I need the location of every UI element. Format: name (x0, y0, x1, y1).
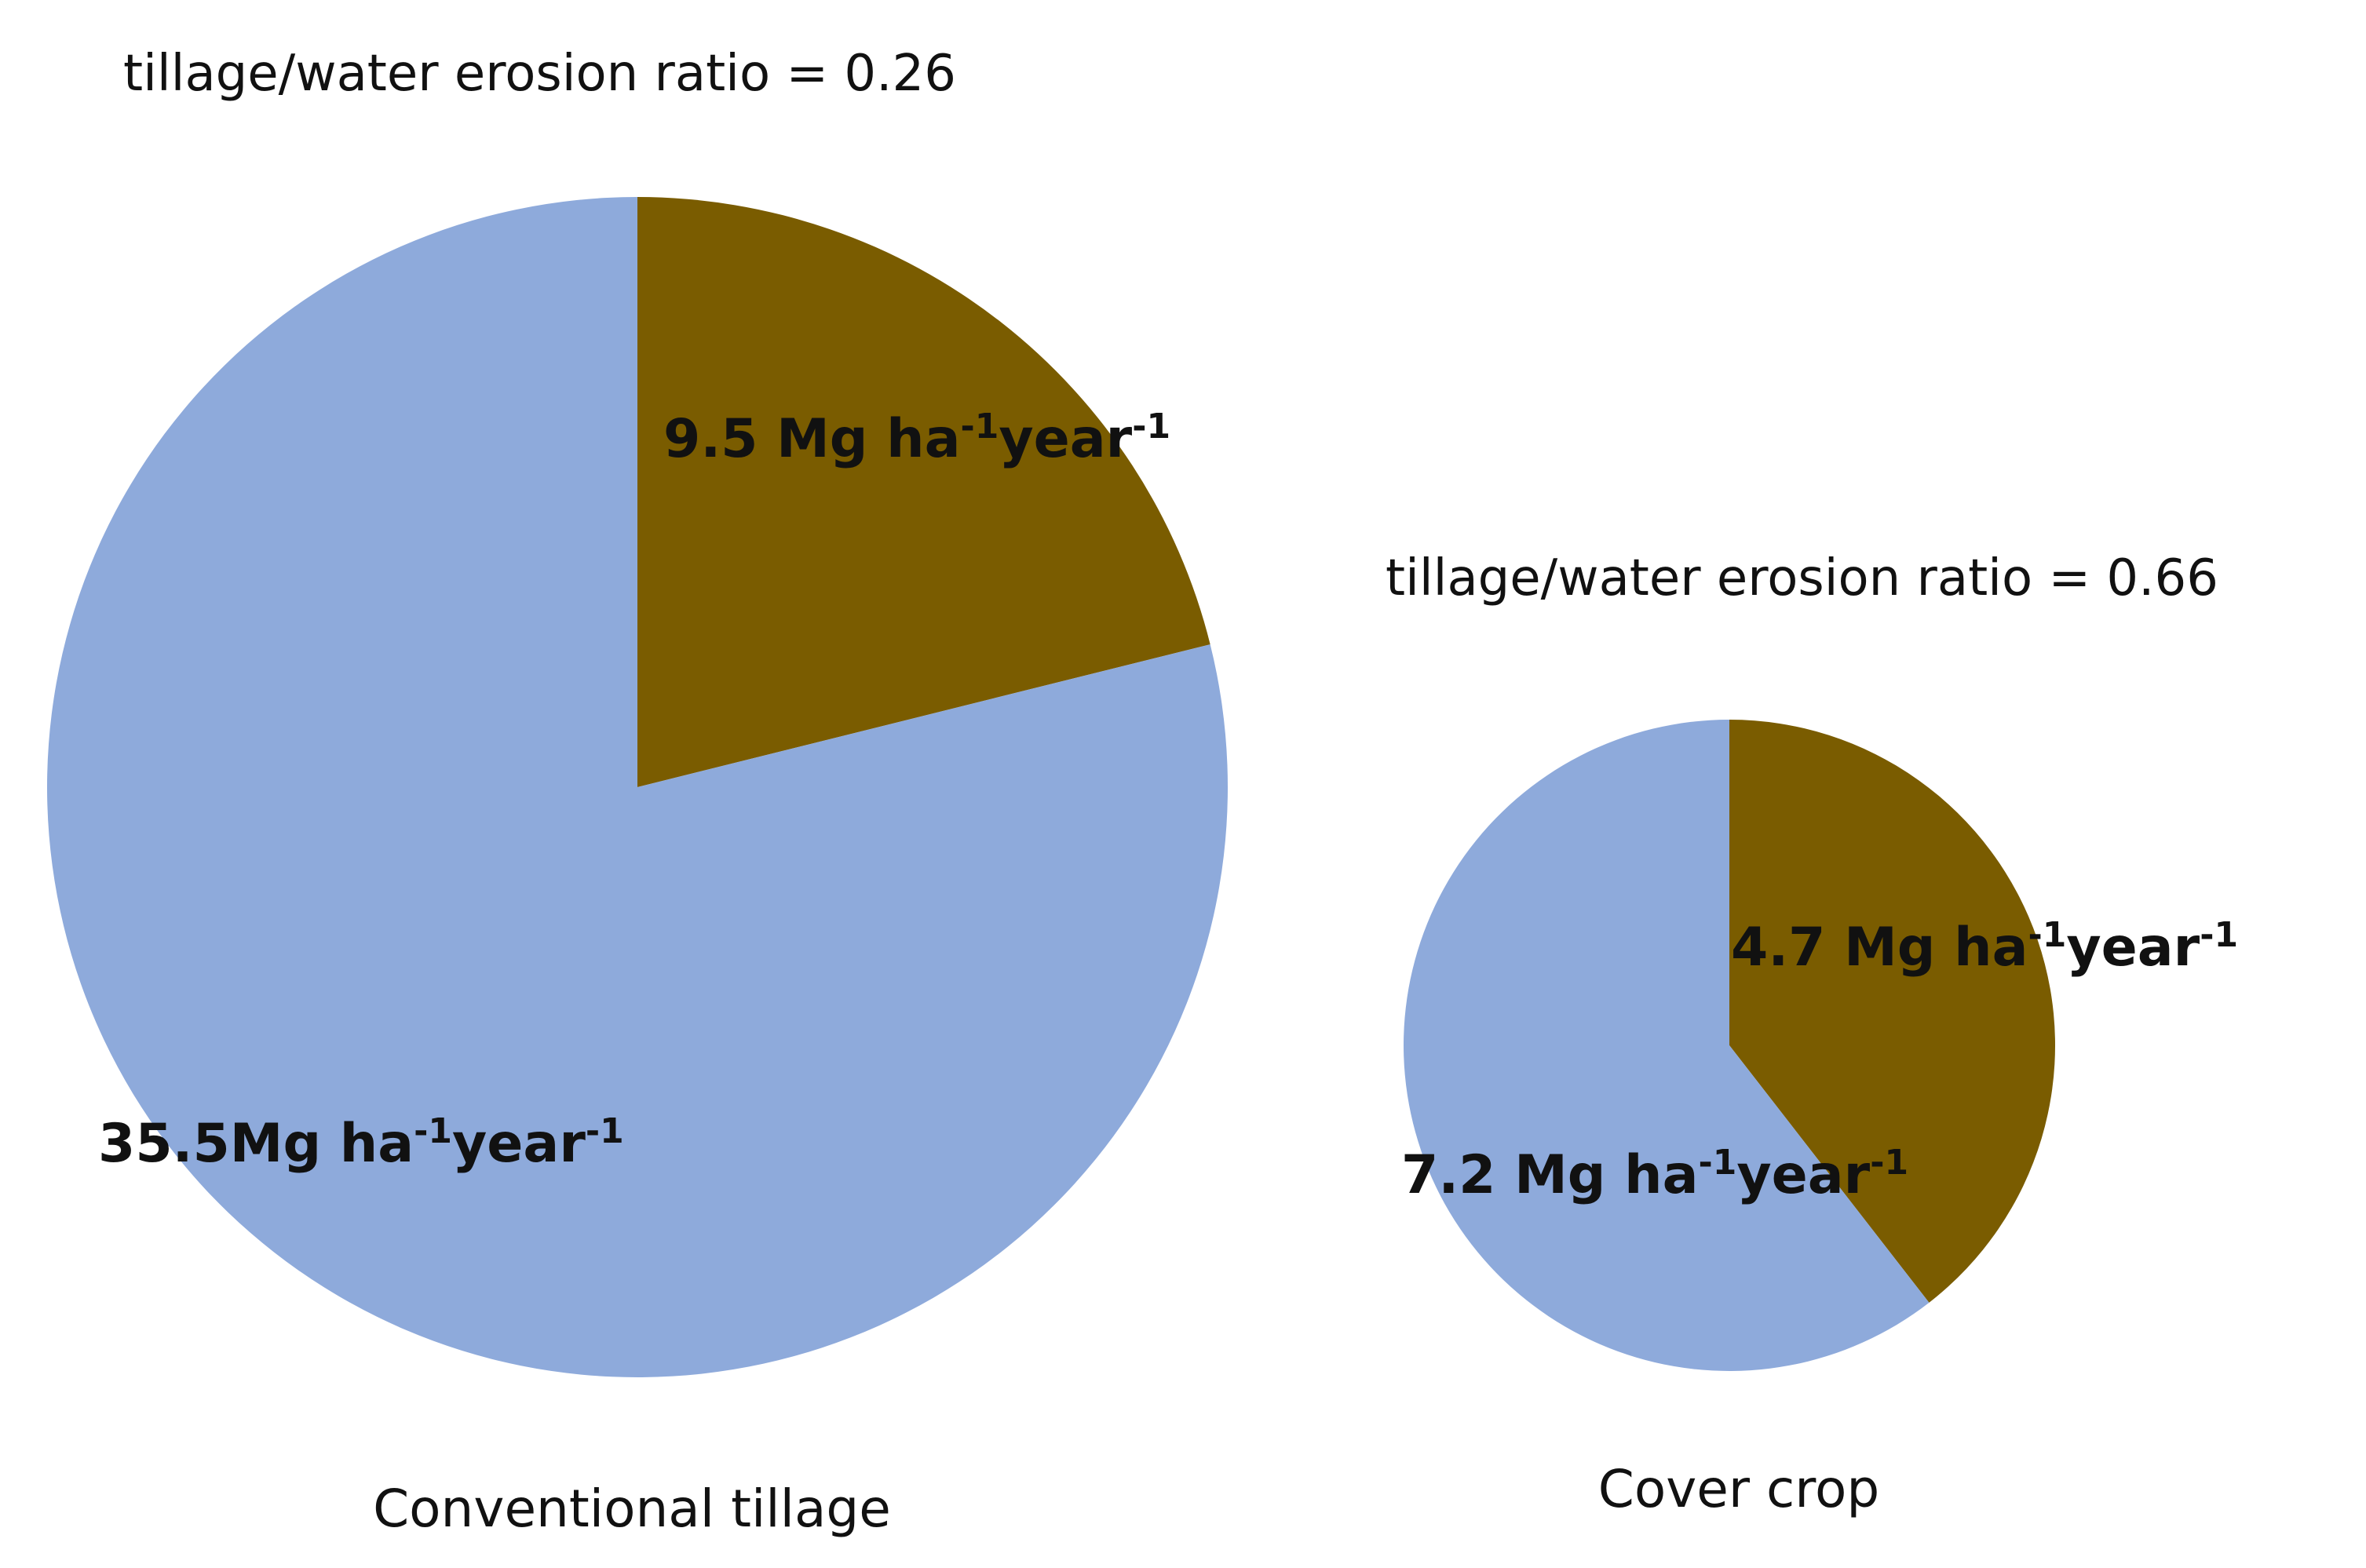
slice-unit-sup: -1 (2028, 915, 2066, 955)
slice-unit-sup: -1 (960, 407, 999, 447)
slice-unit-text: year (2066, 917, 2200, 979)
pie-slice-tillage-cover-crop (1729, 720, 2056, 1303)
pie-cover-crop: tillage/water erosion ratio = 0.66 4.7 M… (1386, 549, 2238, 1519)
slice-label-water-conventional: 35.5Mg ha-1year-1 (98, 1111, 624, 1175)
pie-title-conventional-tillage: tillage/water erosion ratio = 0.26 (123, 45, 956, 103)
pie-slices-cover-crop (1404, 720, 2056, 1371)
pie-title-cover-crop: tillage/water erosion ratio = 0.66 (1386, 549, 2218, 607)
slice-unit-sup: -1 (2200, 915, 2238, 955)
slice-unit-sup: -1 (1132, 407, 1170, 447)
slice-value-text: 35.5Mg ha (98, 1113, 414, 1175)
slice-unit-text: year (1736, 1144, 1870, 1206)
slice-value-text: 4.7 Mg ha (1731, 917, 2028, 979)
slice-unit-text: year (999, 408, 1132, 470)
slice-label-water-cover-crop: 7.2 Mg ha-1year-1 (1401, 1143, 1908, 1206)
slice-unit-text: year (452, 1113, 586, 1175)
pie-slices-conventional-tillage (46, 197, 1228, 1377)
slice-unit-sup: -1 (1698, 1143, 1736, 1183)
slice-unit-sup: -1 (586, 1111, 624, 1151)
slice-value-text: 9.5 Mg ha (663, 408, 960, 470)
pie-slice-tillage-conventional (637, 197, 1210, 787)
slice-label-tillage-conventional: 9.5 Mg ha-1year-1 (663, 407, 1170, 470)
slice-unit-sup: -1 (1870, 1143, 1908, 1183)
slice-value-text: 7.2 Mg ha (1401, 1144, 1698, 1206)
pie-slice-water-conventional (46, 197, 1228, 1377)
slice-unit-sup: -1 (414, 1111, 452, 1151)
pie-slice-water-cover-crop (1404, 720, 1930, 1371)
pie-caption-conventional-tillage: Conventional tillage (373, 1479, 891, 1539)
pie-caption-cover-crop: Cover crop (1598, 1459, 1880, 1519)
pie-conventional-tillage: tillage/water erosion ratio = 0.26 9.5 M… (46, 45, 1228, 1539)
slice-label-tillage-cover-crop: 4.7 Mg ha-1year-1 (1731, 915, 2238, 979)
